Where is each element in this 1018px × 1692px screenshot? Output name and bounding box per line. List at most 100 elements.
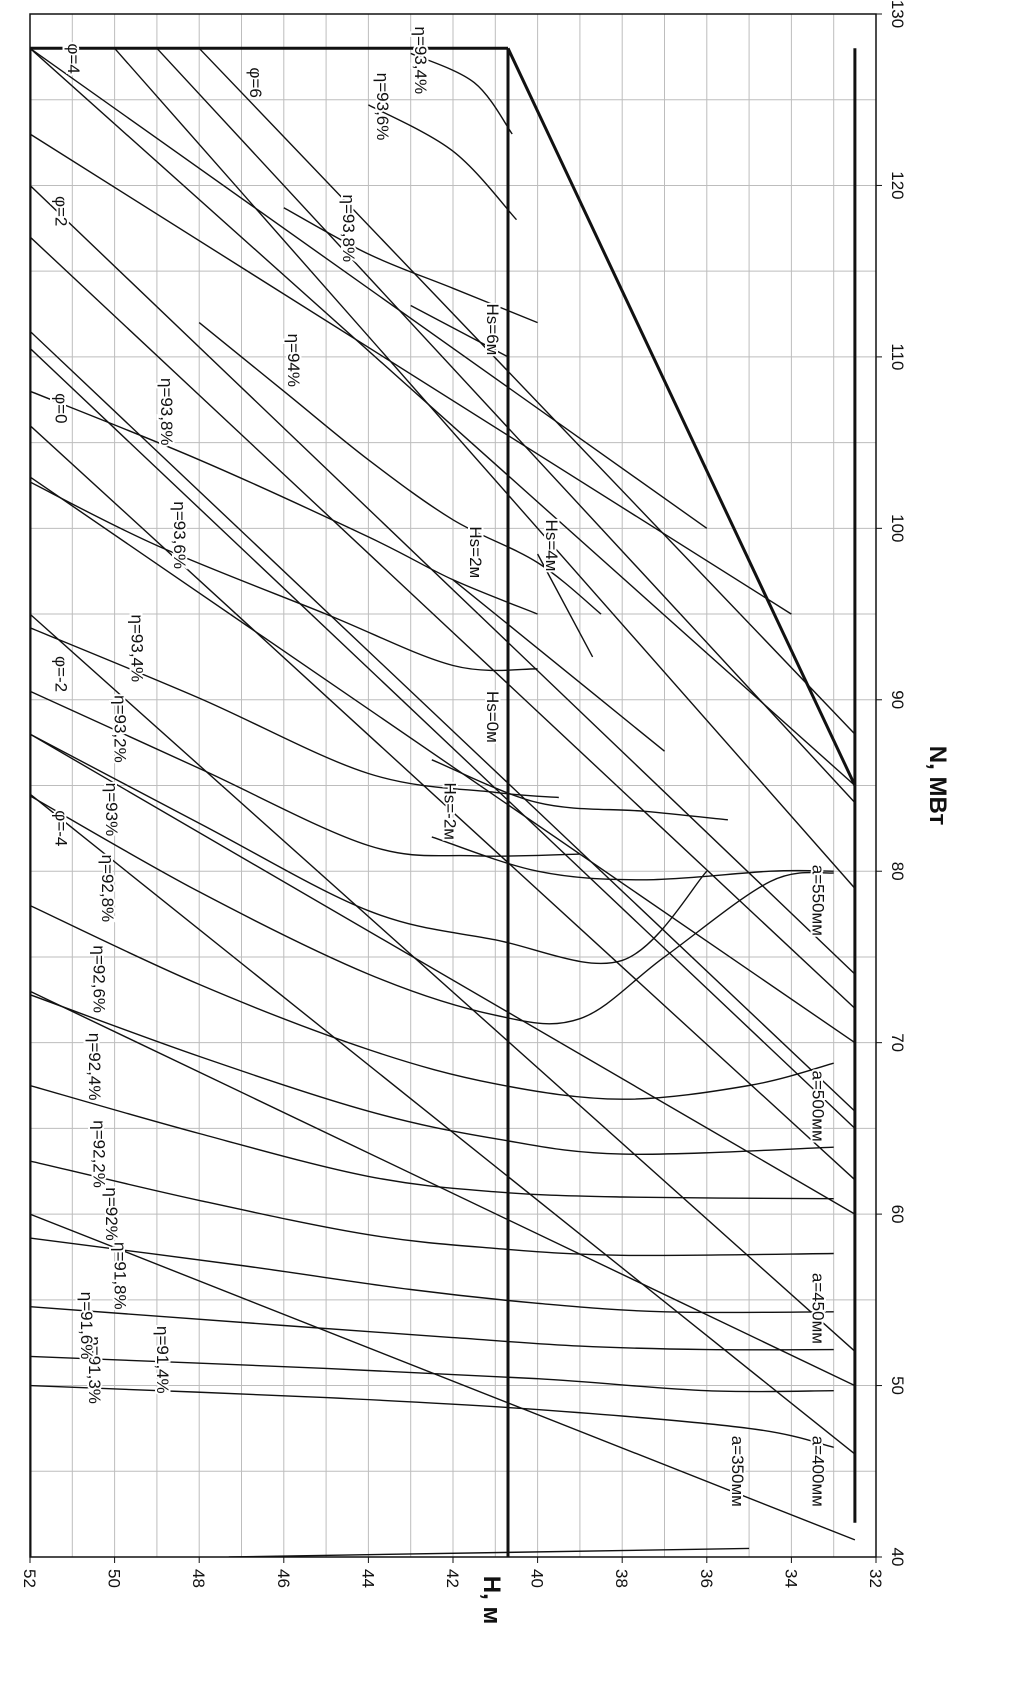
efficiency-curve — [283, 207, 538, 324]
opening-label: a=550мм — [809, 865, 828, 936]
efficiency-curve — [30, 733, 708, 965]
y-axis-title: N, МВт — [924, 746, 951, 826]
phi-line — [30, 613, 856, 1352]
phi-line — [198, 47, 856, 735]
efficiency-curve — [30, 1384, 834, 1448]
efficiency-label: η=93,4% — [128, 615, 147, 683]
efficiency-label: η=94% — [284, 334, 303, 387]
efficiency-curve — [410, 52, 513, 135]
x-tick-label: 44 — [358, 1569, 377, 1588]
x-tick-label: 42 — [443, 1569, 462, 1588]
efficiency-label: η=93% — [102, 783, 121, 836]
y-tick-label: 130 — [888, 0, 907, 28]
efficiency-curve — [30, 1355, 834, 1393]
suction-head-curve — [410, 304, 509, 358]
x-tick-label: 50 — [105, 1569, 124, 1588]
efficiency-curve — [30, 481, 538, 672]
phi-line — [30, 793, 856, 1455]
aux-line — [30, 330, 856, 1112]
suction-head-label: Hs=-2м — [441, 782, 460, 840]
x-tick-label: 32 — [866, 1569, 885, 1588]
zone-boundary — [506, 47, 857, 787]
y-tick-label: 50 — [888, 1376, 907, 1395]
y-tick-label: 110 — [888, 343, 907, 370]
phi-label: φ=6 — [246, 67, 265, 97]
suction-head-label: Hs=2м — [466, 526, 485, 578]
efficiency-label: η=92% — [102, 1187, 121, 1240]
efficiency-label: η=91,6% — [77, 1292, 96, 1360]
efficiency-curve — [30, 795, 834, 1025]
phi-label: φ=2 — [51, 196, 70, 226]
opening-line — [228, 1547, 750, 1557]
efficiency-curve — [198, 322, 602, 615]
suction-head-curve — [431, 759, 728, 821]
efficiency-curve — [30, 690, 580, 857]
efficiency-curve — [30, 1084, 834, 1200]
efficiency-curve — [30, 390, 538, 615]
phi-line — [30, 47, 856, 787]
x-tick-label: 46 — [274, 1569, 293, 1588]
efficiency-label: η=91,8% — [111, 1242, 130, 1310]
efficiency-curve — [368, 104, 518, 221]
efficiency-curve — [30, 994, 834, 1155]
opening-line — [30, 476, 856, 1044]
x-tick-label: 40 — [528, 1569, 547, 1588]
efficiency-label: η=93,8% — [339, 195, 358, 263]
y-tick-label: 120 — [888, 171, 907, 199]
ticks: 32 34 36 38 40 42 44 46 48 50 52 40 50 60 70 80 90 100 110… — [20, 0, 907, 1588]
suction-head-label: Hs=4м — [542, 520, 561, 572]
efficiency-label: η=93,6% — [170, 501, 189, 569]
x-tick-label: 52 — [20, 1569, 39, 1588]
efficiency-label: η=93,6% — [373, 73, 392, 141]
plot-area: η=91,3% η=91,4% η=91,6% η=91,8% η=92%η=92,2%… — [30, 24, 857, 1557]
phi-line — [30, 236, 856, 1009]
x-axis-title: H, м — [478, 1576, 505, 1624]
x-tick-label: 48 — [189, 1569, 208, 1588]
y-tick-label: 90 — [888, 690, 907, 709]
series-group: η=91,3% η=91,4% η=91,6% η=91,8% η=92%η=92,2%… — [30, 24, 857, 1557]
opening-label: a=450мм — [809, 1273, 828, 1344]
opening-label: a=500мм — [809, 1071, 828, 1142]
opening-label: a=350мм — [728, 1436, 747, 1507]
phi-label: φ=-4 — [51, 810, 70, 846]
efficiency-label: η=92,6% — [89, 945, 108, 1013]
y-tick-label: 70 — [888, 1033, 907, 1052]
efficiency-label: η=93,4% — [411, 26, 430, 94]
suction-head-curve — [431, 836, 834, 881]
y-tick-label: 60 — [888, 1205, 907, 1224]
opening-label: a=400мм — [809, 1436, 828, 1507]
efficiency-label: η=92,4% — [85, 1033, 104, 1101]
aux-line — [30, 184, 856, 975]
efficiency-label: η=91,4% — [153, 1326, 172, 1394]
suction-head-curve — [452, 579, 665, 752]
x-tick-label: 38 — [612, 1569, 631, 1588]
opening-line — [30, 1213, 856, 1541]
phi-label: φ=4 — [64, 43, 83, 73]
aux-line — [114, 47, 856, 889]
y-tick-label: 100 — [888, 514, 907, 542]
efficiency-label: η=93,8% — [157, 378, 176, 446]
efficiency-label: η=91,3% — [85, 1336, 104, 1404]
suction-head-label: Hs=0м — [483, 691, 502, 743]
phi-line — [30, 347, 856, 1129]
phi-label: φ=-2 — [51, 656, 70, 692]
phi-label: φ=0 — [51, 393, 70, 423]
y-tick-label: 40 — [888, 1548, 907, 1567]
opening-line — [30, 733, 856, 1215]
efficiency-label: η=93,2% — [111, 695, 130, 763]
efficiency-curve — [30, 1160, 834, 1257]
aux-line — [30, 47, 708, 529]
efficiency-curve — [30, 904, 834, 1100]
y-tick-label: 80 — [888, 862, 907, 881]
efficiency-label: η=92,8% — [98, 855, 117, 923]
efficiency-curve — [30, 627, 559, 799]
efficiency-label: η=92,2% — [89, 1120, 108, 1188]
efficiency-curve — [30, 1306, 834, 1351]
suction-head-curve — [536, 553, 594, 658]
suction-head-label: Hs=6м — [483, 304, 502, 356]
efficiency-curve — [30, 1237, 834, 1314]
aux-line — [156, 47, 856, 804]
x-tick-label: 36 — [697, 1569, 716, 1588]
